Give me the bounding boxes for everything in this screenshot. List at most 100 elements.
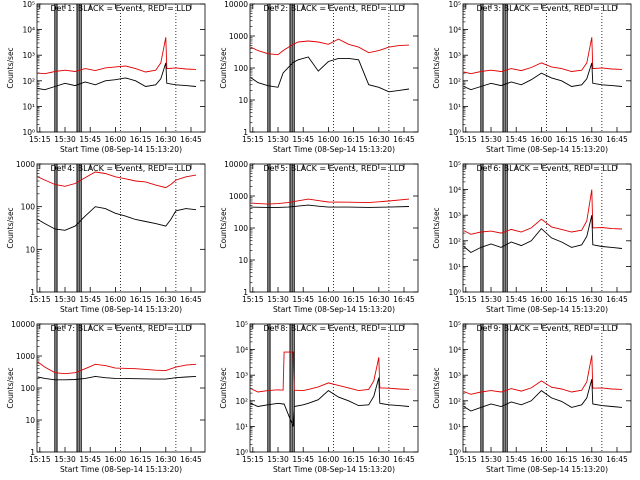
x-tick-label: 16:15: [556, 455, 578, 464]
x-tick-label: 16:45: [606, 295, 628, 304]
x-tick-label: 15:15: [455, 295, 477, 304]
y-tick-label: 10⁵: [448, 320, 461, 329]
x-tick-label: 15:30: [480, 135, 502, 144]
x-tick-label: 16:45: [180, 295, 202, 304]
y-tick-label: 10¹: [448, 102, 461, 111]
chart-title: Det 3: BLACK = Events, RED = LLD: [477, 4, 618, 13]
x-tick-label: 16:30: [368, 295, 390, 304]
chart-title: Det 9: BLACK = Events, RED = LLD: [477, 324, 618, 333]
y-tick-label: 1: [30, 448, 35, 457]
x-tick-label: 15:30: [267, 295, 289, 304]
series-line-events: [463, 62, 623, 91]
y-tick-label: 10³: [448, 211, 461, 220]
x-tick-label: 16:30: [581, 135, 603, 144]
series-group: [250, 38, 410, 93]
x-tick-label: 16:45: [180, 135, 202, 144]
chart-title: Det 8: BLACK = Events, RED = LLD: [264, 324, 405, 333]
y-axis-label: Counts/sec: [432, 47, 441, 88]
series-line-lld: [250, 351, 410, 393]
y-tick-label: 10¹: [448, 422, 461, 431]
x-tick-label: 15:30: [54, 135, 76, 144]
x-tick-label: 16:15: [343, 295, 365, 304]
x-tick-label: 16:15: [130, 135, 152, 144]
x-tick-label: 16:30: [155, 295, 177, 304]
chart-panel-1: Det 1: BLACK = Events, RED = LLD 10⁰ 10¹ 10…: [6, 0, 206, 154]
series-line-events: [37, 62, 197, 91]
y-tick-label: 10⁵: [22, 0, 35, 9]
plot-frame: [36, 163, 206, 293]
x-tick-label: 16:00: [318, 295, 340, 304]
y-tick-label: 10¹: [22, 102, 35, 111]
x-axis-label: Start Time (08-Sep-14 15:13:20): [60, 465, 182, 474]
y-tick-label: 10⁴: [448, 186, 461, 195]
y-axis-label: Counts/sec: [6, 207, 15, 248]
y-axis-label: Counts/sec: [432, 367, 441, 408]
x-axis-label: Start Time (08-Sep-14 15:13:20): [273, 305, 395, 314]
x-tick-label: 16:00: [105, 295, 127, 304]
x-tick-label: 15:45: [79, 295, 101, 304]
y-tick-label: 10³: [22, 51, 35, 60]
x-tick-label: 15:45: [505, 295, 527, 304]
y-tick-label: 10⁴: [235, 346, 248, 355]
series-line-lld: [37, 361, 197, 375]
series-line-events: [250, 204, 410, 208]
x-tick-label: 15:15: [455, 455, 477, 464]
series-line-events: [463, 379, 623, 412]
x-tick-label: 16:00: [531, 455, 553, 464]
x-tick-label: 15:45: [79, 455, 101, 464]
y-axis-label: Counts/sec: [219, 207, 228, 248]
x-tick-label: 16:00: [531, 135, 553, 144]
chart-title: Det 1: BLACK = Events, RED = LLD: [51, 4, 192, 13]
y-tick-label: 10³: [448, 51, 461, 60]
chart-title: Det 7: BLACK = Events, RED = LLD: [51, 324, 192, 333]
x-tick-label: 16:30: [368, 455, 390, 464]
series-line-lld: [463, 37, 623, 75]
x-tick-label: 15:45: [292, 295, 314, 304]
x-tick-label: 16:30: [155, 135, 177, 144]
chart-title: Det 4: BLACK = Events, RED = LLD: [51, 164, 192, 173]
series-group: [250, 198, 410, 208]
series-group: [37, 171, 197, 231]
y-tick-label: 100: [234, 64, 249, 73]
y-tick-label: 10: [238, 96, 248, 105]
series-line-lld: [463, 189, 623, 235]
x-tick-label: 15:15: [29, 135, 51, 144]
series-group: [463, 355, 623, 412]
series-group: [463, 189, 623, 254]
chart-panel-6: Det 6: BLACK = Events, RED = LLD 10⁰ 10¹ 10…: [432, 160, 632, 314]
series-line-lld: [37, 37, 197, 75]
x-tick-label: 16:15: [556, 135, 578, 144]
x-tick-label: 16:15: [343, 455, 365, 464]
y-tick-label: 10²: [448, 397, 461, 406]
x-tick-label: 16:00: [105, 135, 127, 144]
x-tick-label: 15:15: [242, 135, 264, 144]
y-tick-label: 10: [25, 245, 35, 254]
chart-title: Det 5: BLACK = Events, RED = LLD: [264, 164, 405, 173]
y-tick-label: 1000: [16, 160, 35, 169]
x-axis-label: Start Time (08-Sep-14 15:13:20): [486, 305, 608, 314]
series-line-lld: [250, 38, 410, 56]
series-line-lld: [37, 171, 197, 189]
y-tick-label: 10¹: [235, 422, 248, 431]
y-tick-label: 10⁰: [448, 448, 461, 457]
chart-panel-9: Det 9: BLACK = Events, RED = LLD 10⁰ 10¹ 10…: [432, 320, 632, 474]
y-tick-label: 10⁵: [235, 320, 248, 329]
series-line-events: [37, 206, 197, 231]
y-axis-label: Counts/sec: [6, 367, 15, 408]
chart-panel-8: Det 8: BLACK = Events, RED = LLD 10⁰ 10¹ 10…: [219, 320, 419, 474]
x-tick-label: 16:15: [343, 135, 365, 144]
chart-title: Det 6: BLACK = Events, RED = LLD: [477, 164, 618, 173]
plot-frame: [249, 163, 419, 293]
plot-frame: [462, 3, 632, 133]
x-tick-label: 16:30: [581, 455, 603, 464]
x-tick-label: 15:45: [505, 455, 527, 464]
x-tick-label: 16:30: [368, 135, 390, 144]
series-line-lld: [250, 198, 410, 205]
y-tick-label: 10²: [22, 77, 35, 86]
y-axis-label: Counts/sec: [6, 47, 15, 88]
y-tick-label: 10²: [448, 77, 461, 86]
series-group: [37, 37, 197, 91]
x-axis-label: Start Time (08-Sep-14 15:13:20): [486, 465, 608, 474]
y-tick-label: 10000: [224, 0, 248, 9]
x-tick-label: 16:45: [180, 455, 202, 464]
